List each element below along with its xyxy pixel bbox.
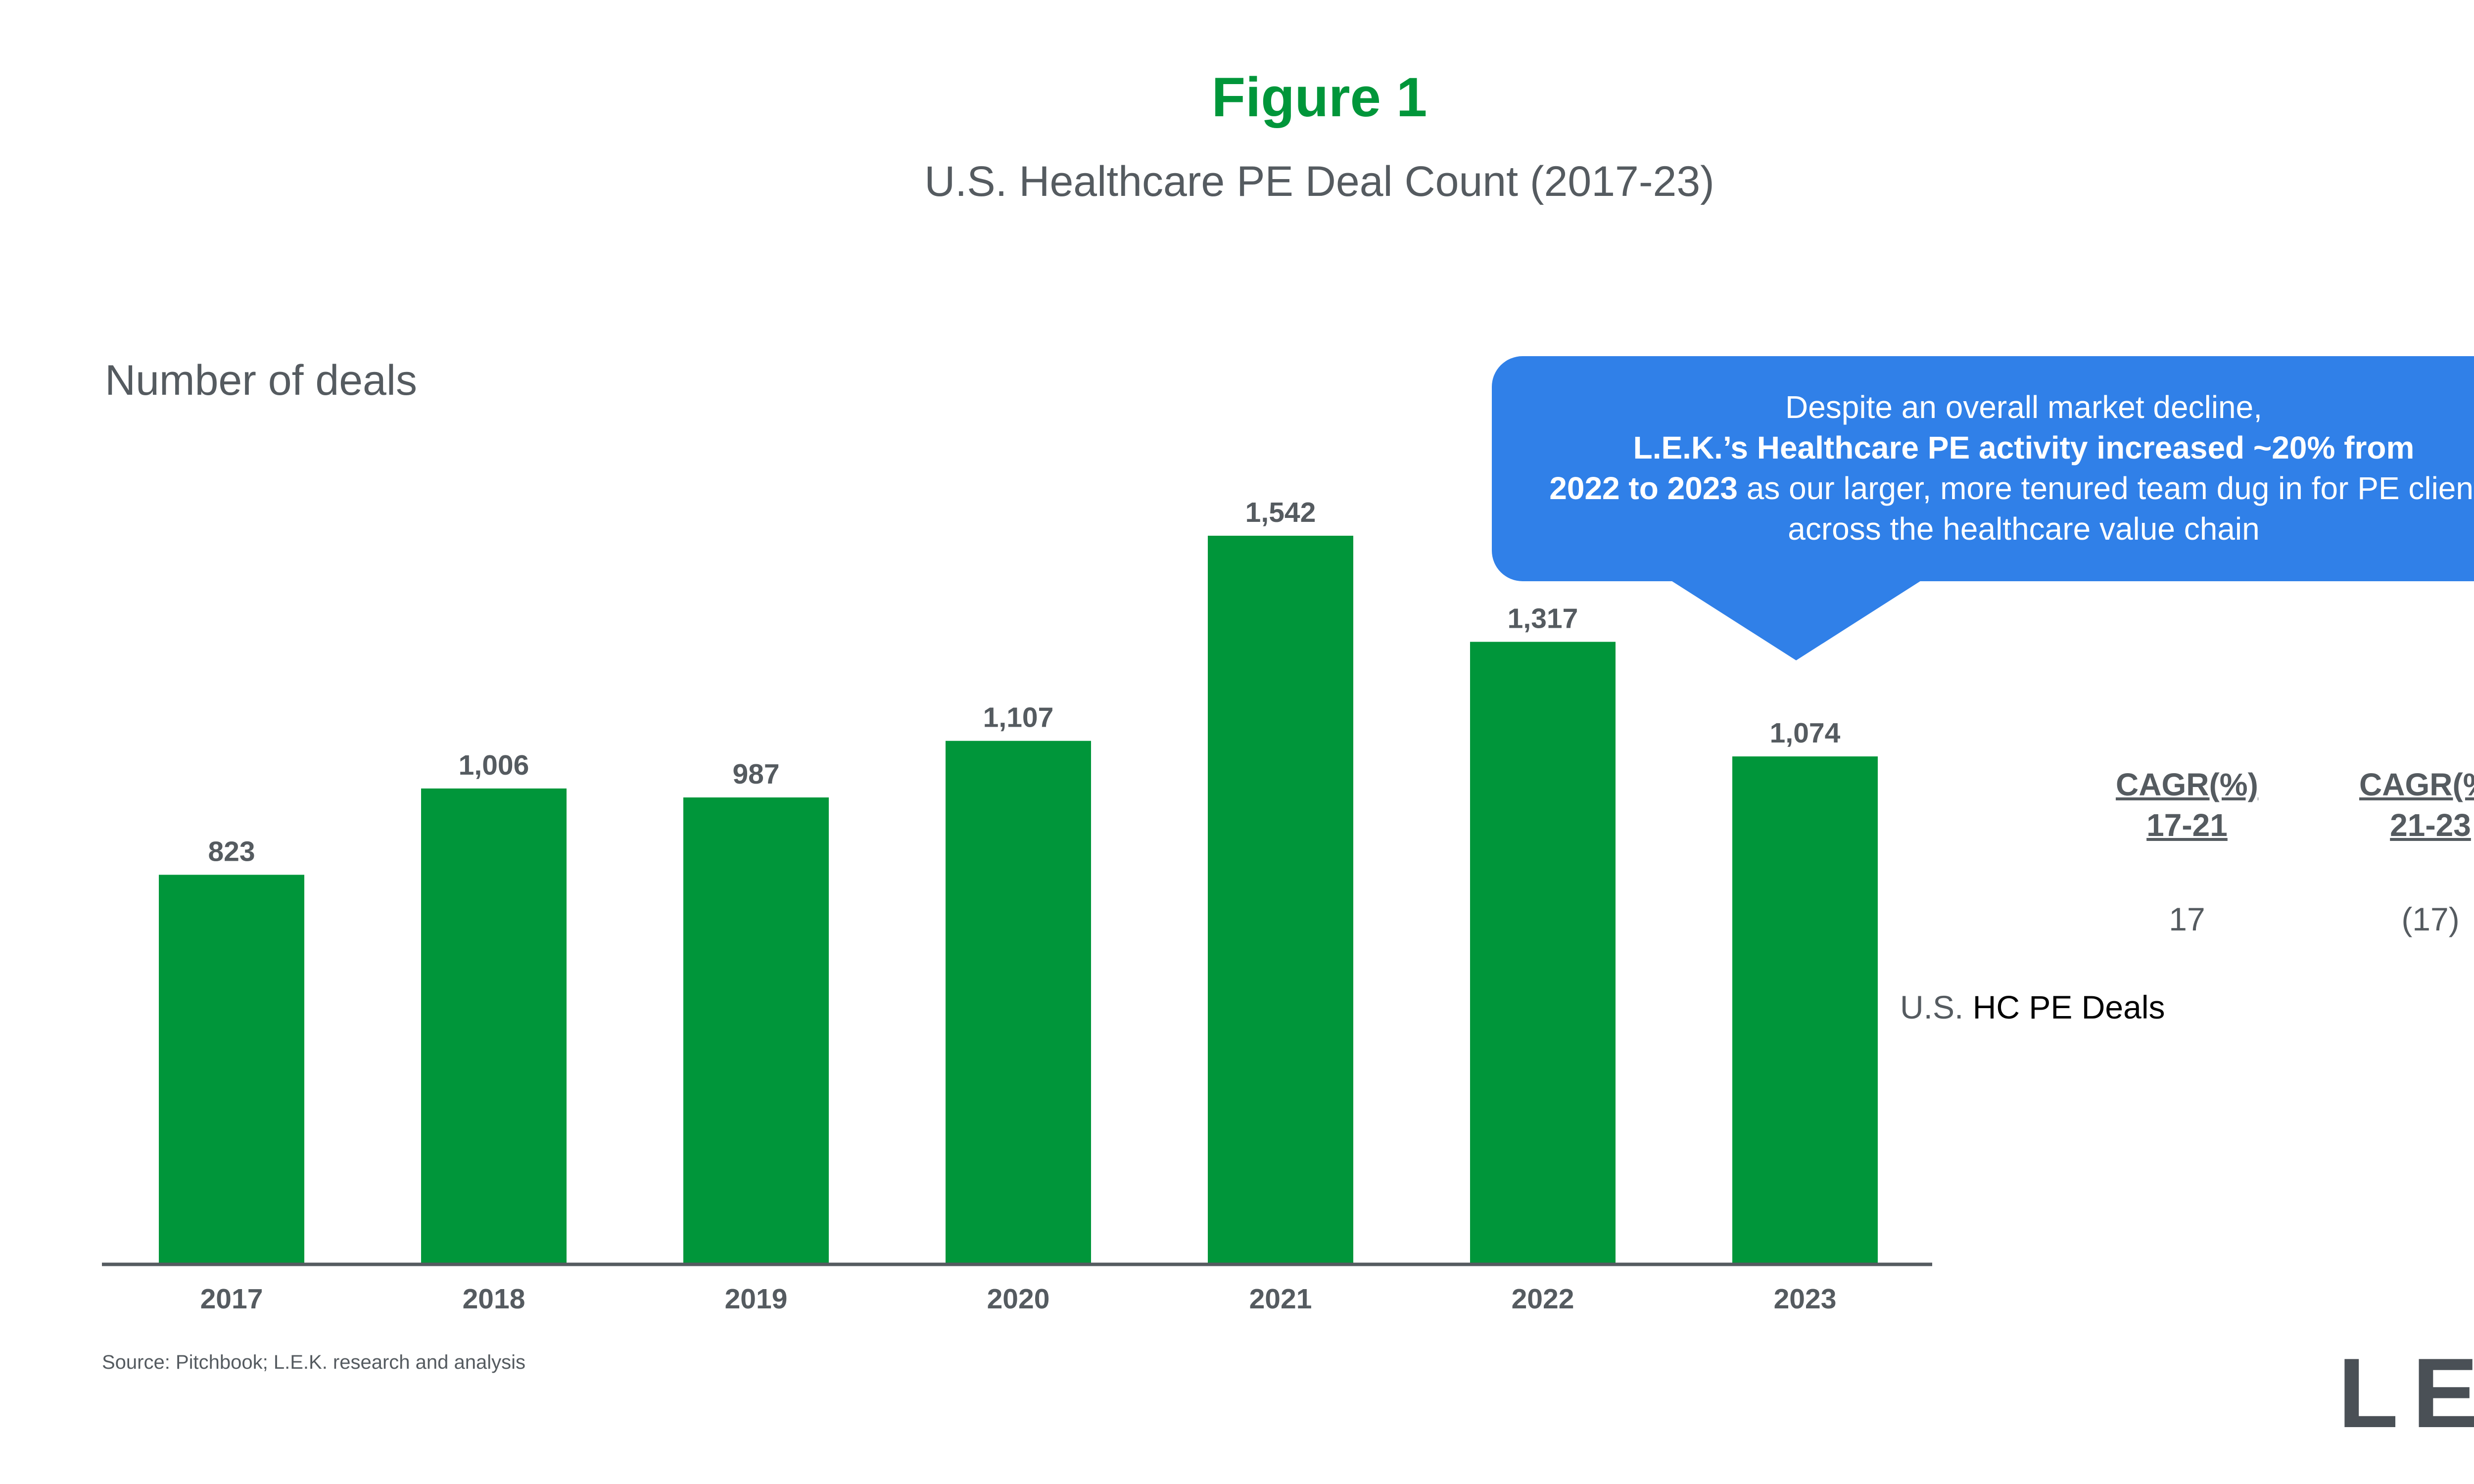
callout-box (1492, 356, 2474, 581)
x-tick-label-2020: 2020 (987, 1283, 1050, 1315)
logo-wordmark: LE (2338, 1341, 2474, 1448)
bar-value-label-2021: 1,542 (1245, 497, 1316, 528)
cagr-header-1-line-1: CAGR(%) (2116, 767, 2258, 802)
series-label-prefix: U.S. (1900, 989, 1973, 1025)
x-tick-label-2021: 2021 (1249, 1283, 1312, 1315)
x-tick-label-2022: 2022 (1512, 1283, 1574, 1315)
bar-2020 (946, 741, 1091, 1263)
callout-line-4: across the healthcare value chain (1788, 511, 2260, 547)
lek-logo: LE ™ (2338, 1341, 2474, 1448)
callout-pointer (1653, 569, 1940, 660)
bar-2021 (1208, 536, 1353, 1263)
bar-2017 (159, 875, 304, 1263)
bar-value-label-2019: 987 (732, 758, 779, 790)
cagr-header-1-line-2: 17-21 (2146, 807, 2228, 843)
x-tick-label-2019: 2019 (725, 1283, 788, 1315)
chart-title: U.S. Healthcare PE Deal Count (2017-23) (924, 158, 1714, 205)
cagr-header-21-23: CAGR(%) 21-23 (2327, 764, 2474, 845)
bar-2023 (1732, 756, 1878, 1263)
source-note: Source: Pitchbook; L.E.K. research and a… (102, 1351, 526, 1373)
cagr-header-17-21: CAGR(%) 17-21 (2083, 764, 2291, 845)
bar-2018 (421, 788, 567, 1263)
figure-label: Figure 1 (1211, 66, 1427, 128)
cagr-header-2-line-1: CAGR(%) (2359, 767, 2474, 802)
callout-line-3-rest: as our larger, more tenured team dug in … (1737, 470, 2474, 506)
callout-text: Despite an overall market decline, L.E.K… (1492, 387, 2474, 549)
bar-value-label-2018: 1,006 (459, 749, 529, 781)
y-axis-label: Number of deals (105, 357, 417, 404)
series-label-name: HC PE Deals (1972, 989, 2165, 1025)
bar-2022 (1470, 642, 1616, 1263)
x-tick-label-2023: 2023 (1774, 1283, 1837, 1315)
callout-line-2: L.E.K.’s Healthcare PE activity increase… (1633, 430, 2415, 465)
cagr-value-17-21: 17 (2169, 901, 2205, 937)
callout-line-3-bold: 2022 to 2023 (1549, 470, 1738, 506)
bar-value-label-2023: 1,074 (1770, 717, 1841, 749)
cagr-header-2-line-2: 21-23 (2390, 807, 2471, 843)
bar-value-label-2020: 1,107 (983, 702, 1054, 734)
series-label: U.S. HC PE Deals (1900, 988, 2165, 1026)
bar-value-label-2017: 823 (208, 835, 255, 867)
callout-line-1: Despite an overall market decline, (1785, 389, 2263, 425)
x-tick-label-2017: 2017 (200, 1283, 263, 1315)
cagr-value-21-23: (17) (2401, 901, 2460, 937)
x-tick-label-2018: 2018 (463, 1283, 525, 1315)
bar-2019 (683, 797, 829, 1263)
bar-value-label-2022: 1,317 (1508, 603, 1578, 634)
